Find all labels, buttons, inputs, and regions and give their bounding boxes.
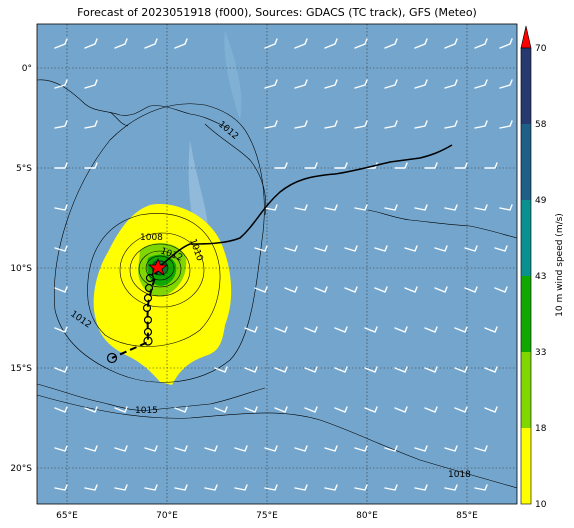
lon-tick-65e: 65°E — [56, 511, 78, 521]
lat-tick-15s: 15°S — [10, 364, 32, 374]
colorbar-bin-10-18 — [521, 428, 531, 504]
lat-tick-10s: 10°S — [10, 264, 32, 274]
lon-tick-80e: 80°E — [356, 511, 378, 521]
colorbar-label: 10 m wind speed (m/s) — [555, 213, 565, 317]
coastlines — [37, 79, 517, 411]
tc-track-past — [157, 144, 453, 269]
colorbar-bin-49-58 — [521, 124, 531, 200]
colorbar-bin-18-33 — [521, 352, 531, 428]
colorbar-tick-49: 49 — [535, 196, 547, 206]
lon-tick-70e: 70°E — [156, 511, 178, 521]
isobars — [37, 103, 517, 489]
colorbar-tick-43: 43 — [535, 272, 546, 282]
colorbar-bin-33-43 — [521, 276, 531, 352]
colorbar-tick-10: 10 — [535, 500, 547, 510]
lat-tick-0: 0° — [22, 64, 32, 74]
colorbar-extend-arrow — [520, 25, 532, 49]
lat-tick-5s: 5°S — [16, 164, 32, 174]
isobar-label-1018: 1018 — [448, 470, 471, 480]
colorbar-tick-18: 18 — [535, 424, 547, 434]
cloud-band-2 — [224, 30, 242, 120]
colorbar-tick-70: 70 — [535, 44, 547, 54]
isobar-label-1008: 1008 — [140, 233, 163, 243]
lat-tick-labels: 0° 5°S 10°S 15°S 20°S — [10, 64, 32, 474]
colorbar-frame — [520, 47, 532, 505]
lon-tick-labels: 65°E 70°E 75°E 80°E 85°E — [56, 511, 478, 521]
colorbar-bin-58-70 — [521, 48, 531, 124]
colorbar-tick-58: 58 — [535, 120, 547, 130]
tc-track-points — [106, 273, 155, 364]
colorbar-tick-33: 33 — [535, 348, 546, 358]
plot-frame — [36, 23, 518, 505]
lon-tick-75e: 75°E — [256, 511, 278, 521]
colorbar-bin-43-49 — [521, 200, 531, 276]
wind-barbs — [54, 38, 513, 491]
lat-tick-20s: 20°S — [10, 464, 32, 474]
colorbar: 10 18 33 43 49 58 70 10 m wind speed (m/… — [520, 25, 565, 510]
lon-tick-85e: 85°E — [456, 511, 478, 521]
map-title: Forecast of 2023051918 (f000), Sources: … — [77, 6, 477, 19]
isobar-label-1015: 1015 — [135, 406, 158, 416]
tc-current-position-marker — [147, 257, 169, 276]
